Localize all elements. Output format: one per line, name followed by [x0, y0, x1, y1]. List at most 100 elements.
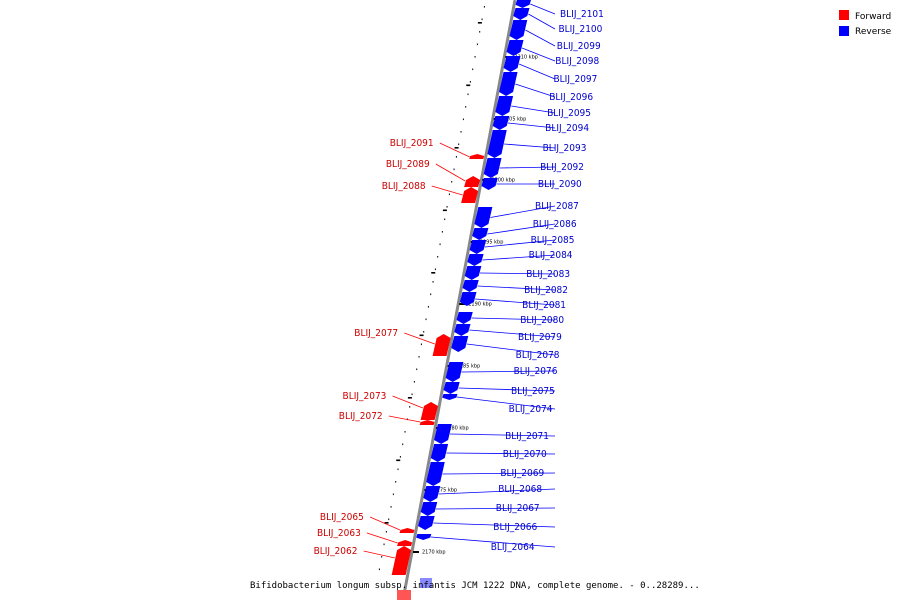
reverse-gene-label[interactable]: BLIJ_2074: [509, 404, 553, 415]
reverse-gene-arrow[interactable]: [462, 280, 479, 292]
forward-gene-label[interactable]: BLIJ_2073: [343, 391, 387, 402]
reverse-gene-label[interactable]: BLIJ_2068: [498, 484, 542, 495]
reverse-gene-arrow[interactable]: [456, 312, 473, 324]
reverse-gene-label[interactable]: BLIJ_2086: [533, 219, 577, 230]
reverse-gene-arrow[interactable]: [445, 362, 464, 382]
scale-dot: [425, 318, 427, 321]
reverse-gene-label[interactable]: BLIJ_2092: [540, 162, 584, 173]
forward-gene-leader: [431, 185, 463, 196]
forward-gene-label[interactable]: BLIJ_2062: [314, 546, 358, 557]
scale-dot: [430, 293, 432, 296]
reverse-gene-label[interactable]: BLIJ_2071: [505, 431, 549, 442]
forward-gene-arrow[interactable]: [464, 176, 481, 187]
reverse-gene-label[interactable]: BLIJ_2080: [520, 315, 564, 326]
partial-forward-gene: [397, 590, 411, 600]
reverse-gene-arrow[interactable]: [426, 462, 445, 486]
reverse-gene-arrow[interactable]: [487, 130, 507, 158]
scale-dot: [441, 231, 443, 233]
reverse-gene-label[interactable]: BLIJ_2076: [514, 366, 558, 377]
reverse-gene-arrow[interactable]: [464, 266, 482, 280]
reverse-gene-label[interactable]: BLIJ_2101: [560, 9, 604, 20]
forward-gene-label[interactable]: BLIJ_2091: [390, 138, 434, 149]
reverse-gene-arrow[interactable]: [503, 56, 521, 72]
forward-gene-arrow[interactable]: [397, 540, 413, 546]
reverse-gene-arrow[interactable]: [416, 534, 432, 540]
reverse-gene-label[interactable]: BLIJ_2085: [531, 235, 575, 246]
gene-callouts: BLIJ_2101 BLIJ_2100 BLIJ_2099 BLIJ_2098 BLIJ…: [314, 3, 604, 559]
reverse-gene-arrow[interactable]: [509, 20, 528, 40]
forward-gene-arrow[interactable]: [461, 187, 479, 203]
reverse-gene-arrow[interactable]: [451, 336, 469, 352]
forward-gene-leader: [404, 332, 435, 345]
reverse-gene-arrow[interactable]: [434, 424, 452, 444]
reverse-gene-arrow[interactable]: [481, 178, 498, 190]
reverse-gene-label[interactable]: BLIJ_2090: [538, 179, 582, 190]
reverse-gene-arrow[interactable]: [420, 502, 438, 516]
forward-gene-label[interactable]: BLIJ_2089: [386, 159, 430, 170]
reverse-gene-arrow[interactable]: [423, 486, 441, 502]
tick-label: 2170 kbp: [422, 550, 446, 556]
reverse-gene-arrow[interactable]: [474, 207, 493, 228]
reverse-gene-label[interactable]: BLIJ_2083: [526, 269, 570, 280]
legend-reverse-label: Reverse: [855, 27, 892, 37]
reverse-gene-label[interactable]: BLIJ_2099: [557, 41, 601, 52]
reverse-gene-label[interactable]: BLIJ_2078: [516, 350, 560, 361]
reverse-gene-label[interactable]: BLIJ_2069: [500, 468, 544, 479]
tick-label: 2190 kbp: [468, 302, 492, 308]
forward-gene-leader: [369, 516, 401, 531]
forward-gene-leader: [435, 163, 466, 182]
reverse-gene-arrow[interactable]: [513, 8, 530, 20]
forward-gene-arrow[interactable]: [469, 154, 485, 159]
scale-dot: [413, 381, 415, 383]
reverse-gene-arrow[interactable]: [483, 158, 502, 178]
reverse-gene-label[interactable]: BLIJ_2095: [547, 108, 591, 119]
forward-gene-label[interactable]: BLIJ_2063: [317, 528, 361, 539]
reverse-gene-label[interactable]: BLIJ_2096: [549, 92, 593, 103]
forward-gene-label[interactable]: BLIJ_2088: [382, 181, 426, 192]
forward-gene-arrow[interactable]: [419, 420, 435, 425]
reverse-gene-arrow[interactable]: [515, 0, 531, 8]
forward-gene-label[interactable]: BLIJ_2065: [320, 512, 364, 523]
reverse-gene-arrow[interactable]: [492, 116, 510, 130]
reverse-gene-label[interactable]: BLIJ_2094: [545, 123, 589, 134]
reverse-gene-arrow[interactable]: [430, 444, 449, 462]
reverse-gene-label[interactable]: BLIJ_2075: [511, 386, 555, 397]
reverse-gene-label[interactable]: BLIJ_2070: [503, 449, 547, 460]
reverse-gene-label[interactable]: BLIJ_2067: [496, 503, 540, 514]
reverse-gene-leader: [466, 343, 556, 356]
reverse-gene-arrow[interactable]: [442, 394, 458, 400]
reverse-gene-label[interactable]: BLIJ_2097: [554, 74, 598, 85]
forward-gene-label[interactable]: BLIJ_2077: [354, 328, 398, 339]
reverse-gene-arrow[interactable]: [469, 240, 487, 254]
reverse-gene-label[interactable]: BLIJ_2100: [559, 24, 603, 35]
reverse-gene-label[interactable]: BLIJ_2082: [524, 285, 568, 296]
reverse-gene-label[interactable]: BLIJ_2087: [535, 201, 579, 212]
forward-gene-arrow[interactable]: [420, 402, 438, 420]
forward-gene-arrow[interactable]: [391, 546, 412, 575]
reverse-gene-arrow[interactable]: [495, 96, 514, 116]
forward-gene-arrow[interactable]: [399, 528, 415, 533]
tick-label: 2195 kbp: [480, 240, 504, 246]
reverse-gene-arrow[interactable]: [418, 516, 435, 530]
reverse-gene-label[interactable]: BLIJ_2064: [491, 542, 535, 553]
reverse-gene-arrow[interactable]: [443, 382, 460, 394]
reverse-gene-label[interactable]: BLIJ_2084: [529, 250, 573, 261]
forward-gene-label[interactable]: BLIJ_2072: [339, 411, 383, 422]
scale-dot: [465, 106, 467, 108]
reverse-gene-arrow[interactable]: [467, 254, 484, 266]
reverse-gene-arrow[interactable]: [472, 228, 489, 240]
scale-dot: [390, 506, 392, 508]
reverse-gene-arrow[interactable]: [499, 72, 518, 96]
reverse-gene-label[interactable]: BLIJ_2081: [522, 300, 566, 311]
reverse-gene-label[interactable]: BLIJ_2098: [555, 56, 599, 67]
reverse-gene-label[interactable]: BLIJ_2079: [518, 332, 562, 343]
reverse-gene-label[interactable]: BLIJ_2093: [543, 143, 587, 154]
reverse-gene-arrow[interactable]: [454, 324, 471, 336]
scale-dash: [477, 22, 482, 24]
scale-dot: [446, 206, 448, 208]
reverse-gene-arrow[interactable]: [506, 40, 524, 56]
reverse-gene-label[interactable]: BLIJ_2066: [493, 522, 537, 533]
scale-dot: [481, 18, 483, 21]
reverse-gene-arrow[interactable]: [459, 292, 477, 306]
forward-gene-arrow[interactable]: [432, 334, 451, 356]
